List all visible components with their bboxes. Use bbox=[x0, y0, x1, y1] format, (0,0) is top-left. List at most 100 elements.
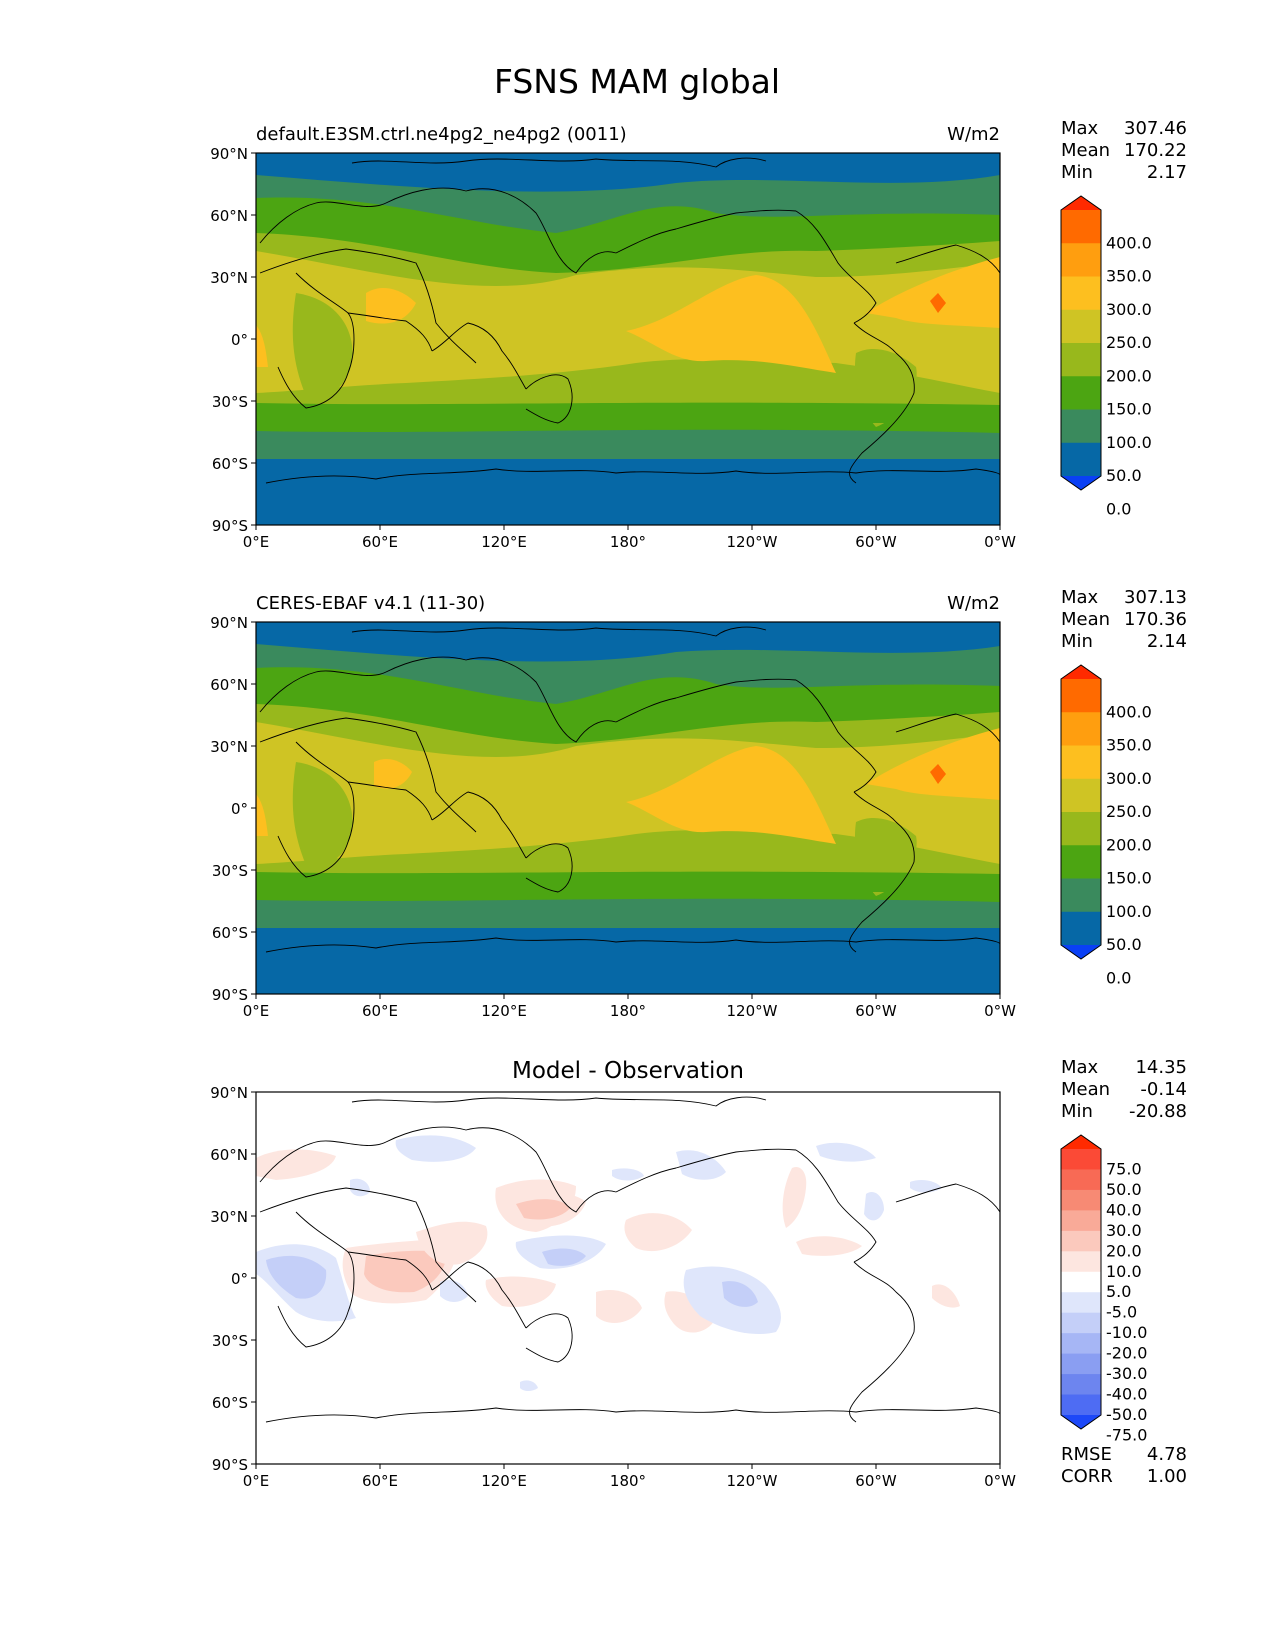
lon-tick-label: 120°E bbox=[481, 533, 527, 551]
colorbar-extend-min bbox=[1061, 945, 1101, 959]
lon-tick-label: 120°E bbox=[481, 1002, 527, 1020]
metric-label: CORR bbox=[1061, 1466, 1113, 1487]
colorbar-segment bbox=[1061, 1149, 1101, 1170]
panel-test: default.E3SM.ctrl.ne4pg2_ne4pg2 (0011) W… bbox=[210, 118, 1187, 551]
metric-label: RMSE bbox=[1061, 1444, 1112, 1465]
colorbar-label: 0.0 bbox=[1106, 968, 1131, 987]
colorbar-label: 300.0 bbox=[1106, 300, 1152, 319]
lat-tick-label: 0° bbox=[231, 800, 248, 818]
colorbar-label: 400.0 bbox=[1106, 233, 1152, 252]
stat-label: Mean bbox=[1061, 609, 1110, 630]
lat-tick-label: 90°N bbox=[210, 145, 248, 163]
panel-diff: Model - Observation bbox=[210, 1057, 1187, 1490]
stat-value: 307.46 bbox=[1124, 118, 1187, 139]
lon-tick-label: 0°E bbox=[243, 1472, 270, 1490]
lon-tick-label: 60°W bbox=[855, 1472, 897, 1490]
colorbar-segment bbox=[1061, 878, 1101, 913]
panel-reference-stats: Max 307.13 Mean 170.36 Min 2.14 bbox=[1061, 587, 1187, 652]
lat-tick-label: 60°S bbox=[212, 924, 248, 942]
colorbar-segment bbox=[1061, 1394, 1101, 1416]
colorbar-label: 50.0 bbox=[1106, 1180, 1142, 1199]
colorbar-segment bbox=[1061, 442, 1101, 477]
colorbar-extend-max bbox=[1061, 1135, 1101, 1149]
colorbar-label: -40.0 bbox=[1106, 1385, 1147, 1404]
lon-tick-label: 180° bbox=[610, 1002, 646, 1020]
colorbar-outline bbox=[1060, 195, 1102, 491]
panel-reference-title: CERES-EBAF v4.1 (11-30) bbox=[256, 593, 485, 614]
colorbar-segment bbox=[1061, 679, 1101, 713]
stat-value: 170.36 bbox=[1124, 609, 1187, 630]
colorbar-extend-max bbox=[1061, 665, 1101, 679]
colorbar-extend-min bbox=[1061, 476, 1101, 490]
lat-tick-label: 60°S bbox=[212, 1394, 248, 1412]
colorbar-segment bbox=[1061, 1333, 1101, 1355]
colorbar-label: 30.0 bbox=[1106, 1221, 1142, 1240]
lon-tick-label: 60°E bbox=[362, 533, 398, 551]
colorbar-segment bbox=[1061, 1189, 1101, 1211]
panel-reference-units: W/m2 bbox=[947, 593, 1000, 614]
panel-reference-map bbox=[255, 621, 1001, 995]
colorbar-label: 300.0 bbox=[1106, 769, 1152, 788]
lon-tick-label: 0°W bbox=[984, 1002, 1016, 1020]
stat-value: -20.88 bbox=[1129, 1101, 1187, 1122]
lon-tick-label: 120°W bbox=[727, 1002, 778, 1020]
colorbar-label: 150.0 bbox=[1106, 869, 1152, 888]
colorbar-label: -75.0 bbox=[1106, 1425, 1147, 1444]
lon-tick-label: 0°E bbox=[243, 533, 270, 551]
stat-value: 14.35 bbox=[1135, 1057, 1187, 1078]
colorbar-segment bbox=[1061, 1251, 1101, 1273]
lon-tick-label: 60°E bbox=[362, 1472, 398, 1490]
panel-diff-stats: Max 14.35 Mean -0.14 Min -20.88 bbox=[1061, 1057, 1187, 1122]
colorbar-label: 400.0 bbox=[1106, 702, 1152, 721]
colorbar-label: 150.0 bbox=[1106, 400, 1152, 419]
lat-tick-label: 30°N bbox=[210, 269, 248, 287]
colorbar-label: 0.0 bbox=[1106, 499, 1131, 518]
colorbar-label: 350.0 bbox=[1106, 736, 1152, 755]
lat-tick-label: 30°S bbox=[212, 1332, 248, 1350]
stat-value: 307.13 bbox=[1124, 587, 1187, 608]
stat-label: Max bbox=[1061, 587, 1099, 608]
lat-tick-label: 0° bbox=[231, 1270, 248, 1288]
lat-tick-label: 60°N bbox=[210, 676, 248, 694]
lat-tick-label: 30°N bbox=[210, 738, 248, 756]
lon-tick-label: 120°E bbox=[481, 1472, 527, 1490]
lon-tick-label: 0°E bbox=[243, 1002, 270, 1020]
colorbar-label: -5.0 bbox=[1106, 1303, 1137, 1322]
colorbar-segment bbox=[1061, 1353, 1101, 1375]
colorbar-label: 20.0 bbox=[1106, 1241, 1142, 1260]
stat-label: Mean bbox=[1061, 1079, 1110, 1100]
colorbar-extend-max bbox=[1061, 196, 1101, 210]
colorbar-segment bbox=[1061, 343, 1101, 377]
panel-test-map bbox=[255, 152, 1001, 526]
panel-diff-map bbox=[255, 1091, 1001, 1465]
colorbar-segment bbox=[1061, 276, 1101, 311]
colorbar-segment bbox=[1061, 845, 1101, 879]
lat-tick-label: 90°S bbox=[212, 986, 248, 1004]
colorbar-segment bbox=[1061, 1230, 1101, 1252]
panel-test-stats: Max 307.46 Mean 170.22 Min 2.17 bbox=[1061, 118, 1187, 183]
colorbar-segment bbox=[1061, 243, 1101, 277]
colorbar-segment bbox=[1061, 376, 1101, 410]
colorbar-segment bbox=[1061, 1271, 1101, 1293]
colorbar-label: 200.0 bbox=[1106, 835, 1152, 854]
colorbar-label: 100.0 bbox=[1106, 433, 1152, 452]
panel-diff-title: Model - Observation bbox=[512, 1058, 744, 1084]
stat-value: 2.17 bbox=[1147, 162, 1187, 183]
panel-reference: CERES-EBAF v4.1 (11-30) W/m2 bbox=[210, 587, 1187, 1020]
stat-value: -0.14 bbox=[1140, 1079, 1187, 1100]
colorbar-label: 50.0 bbox=[1106, 935, 1142, 954]
panel-test-units: W/m2 bbox=[947, 124, 1000, 145]
colorbar-label: -30.0 bbox=[1106, 1364, 1147, 1383]
colorbar-segment bbox=[1061, 778, 1101, 813]
panel-diff-metrics: RMSE 4.78 CORR 1.00 bbox=[1061, 1444, 1187, 1487]
lat-tick-label: 60°N bbox=[210, 207, 248, 225]
lon-tick-label: 0°W bbox=[984, 533, 1016, 551]
lon-tick-label: 60°W bbox=[855, 1002, 897, 1020]
stat-label: Min bbox=[1061, 631, 1093, 652]
colorbar-label: -20.0 bbox=[1106, 1344, 1147, 1363]
stat-label: Max bbox=[1061, 1057, 1099, 1078]
panel-diff-colorbar: 75.0 50.040.0 30.020.0 10.05.0 -5.0-10.0 -20.… bbox=[1060, 1134, 1147, 1444]
panel-test-title: default.E3SM.ctrl.ne4pg2_ne4pg2 (0011) bbox=[256, 124, 627, 145]
colorbar-segment bbox=[1061, 210, 1101, 244]
figure-title: FSNS MAM global bbox=[494, 62, 780, 101]
